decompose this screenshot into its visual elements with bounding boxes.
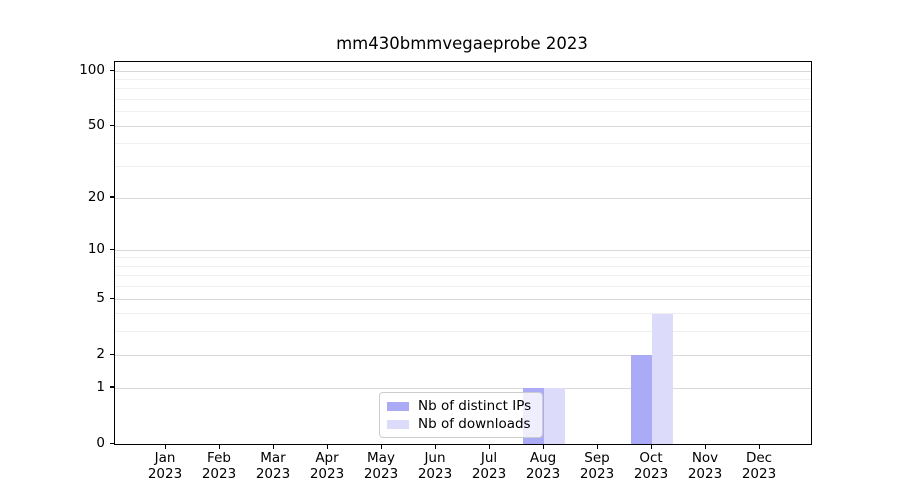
x-tick-mark bbox=[164, 445, 166, 449]
x-tick-mark bbox=[326, 445, 328, 449]
x-tick-mark bbox=[488, 445, 490, 449]
y-tick-label: 20 bbox=[87, 188, 105, 205]
minor-gridline bbox=[115, 79, 811, 80]
x-tick-label: Aug 2023 bbox=[525, 450, 561, 482]
major-gridline bbox=[115, 125, 811, 127]
minor-gridline bbox=[115, 143, 811, 145]
bar-aug-2023-downloads bbox=[544, 388, 565, 444]
minor-gridline bbox=[115, 257, 811, 259]
y-tick-mark bbox=[110, 297, 114, 299]
y-tick-mark bbox=[110, 353, 114, 355]
major-gridline bbox=[115, 387, 811, 389]
x-tick-mark bbox=[650, 445, 652, 449]
plot-area bbox=[114, 61, 812, 445]
x-tick-mark bbox=[218, 445, 220, 449]
y-tick-mark bbox=[110, 69, 114, 71]
major-gridline bbox=[115, 70, 811, 72]
legend-label-downloads: Nb of downloads bbox=[418, 416, 531, 432]
x-tick-label: Apr 2023 bbox=[309, 450, 345, 482]
minor-gridline bbox=[115, 286, 811, 288]
major-gridline bbox=[115, 197, 811, 199]
x-tick-label: May 2023 bbox=[363, 450, 399, 482]
x-tick-mark bbox=[542, 445, 544, 449]
major-gridline bbox=[115, 298, 811, 300]
minor-gridline bbox=[115, 313, 811, 315]
x-tick-mark bbox=[380, 445, 382, 449]
minor-gridline bbox=[115, 166, 811, 168]
y-tick-label: 0 bbox=[96, 435, 105, 451]
x-tick-mark bbox=[758, 445, 760, 449]
y-tick-mark bbox=[110, 442, 114, 444]
minor-gridline bbox=[115, 331, 811, 333]
y-tick-label: 50 bbox=[87, 117, 105, 134]
legend-entry-downloads: Nb of downloads bbox=[387, 415, 535, 433]
minor-gridline bbox=[115, 275, 811, 277]
y-tick-mark bbox=[110, 386, 114, 388]
minor-gridline bbox=[115, 111, 811, 113]
x-tick-mark bbox=[272, 445, 274, 449]
x-tick-label: Nov 2023 bbox=[687, 450, 723, 482]
legend: Nb of distinct IPs Nb of downloads bbox=[379, 392, 543, 438]
minor-gridline bbox=[115, 265, 811, 267]
bar-oct-2023-distinct-ips bbox=[631, 355, 652, 444]
chart-title: mm430bmmvegaeprobe 2023 bbox=[336, 34, 588, 53]
legend-entry-distinct-ips: Nb of distinct IPs bbox=[387, 397, 535, 415]
minor-gridline bbox=[115, 99, 811, 101]
major-gridline bbox=[115, 249, 811, 251]
x-tick-mark bbox=[434, 445, 436, 449]
minor-gridline bbox=[115, 88, 811, 90]
x-tick-mark bbox=[596, 445, 598, 449]
y-tick-label: 1 bbox=[96, 378, 105, 395]
legend-swatch-distinct-ips bbox=[387, 401, 409, 411]
legend-label-distinct-ips: Nb of distinct IPs bbox=[418, 398, 532, 414]
bar-oct-2023-downloads bbox=[652, 313, 673, 444]
x-tick-label: Oct 2023 bbox=[633, 450, 669, 482]
x-tick-label: Dec 2023 bbox=[741, 450, 777, 482]
x-tick-label: Jun 2023 bbox=[417, 450, 453, 482]
x-tick-mark bbox=[704, 445, 706, 449]
legend-swatch-downloads bbox=[387, 419, 409, 429]
x-tick-label: Feb 2023 bbox=[201, 450, 237, 482]
y-tick-mark bbox=[110, 124, 114, 126]
x-tick-label: Jul 2023 bbox=[471, 450, 507, 482]
y-tick-mark bbox=[110, 196, 114, 198]
x-tick-label: Mar 2023 bbox=[255, 450, 291, 482]
y-tick-label: 2 bbox=[96, 346, 105, 363]
y-tick-label: 100 bbox=[79, 62, 105, 79]
x-tick-label: Jan 2023 bbox=[147, 450, 183, 482]
major-gridline bbox=[115, 354, 811, 356]
y-tick-label: 5 bbox=[96, 290, 105, 307]
x-tick-label: Sep 2023 bbox=[579, 450, 615, 482]
y-tick-label: 10 bbox=[87, 241, 105, 258]
y-tick-mark bbox=[110, 248, 114, 250]
